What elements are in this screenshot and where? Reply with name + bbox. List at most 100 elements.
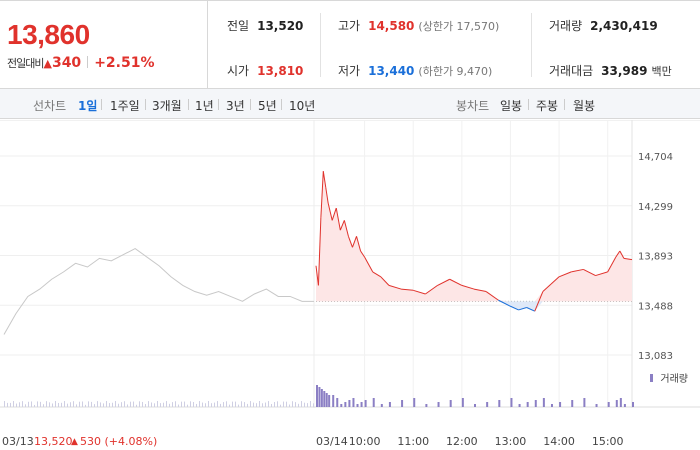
x-tick-label: 11:00 [397,435,429,448]
divider [281,99,282,110]
volume-bar [244,402,245,407]
volume-bar [115,401,116,407]
volume-bar [232,401,233,407]
volume-bar [25,404,26,407]
volume-bar [372,398,375,407]
high: 고가 14,580 (상한가 17,570) [338,17,499,34]
tab-weekly-candle[interactable]: 주봉 [536,99,559,113]
trade-value-unit: 백만 [651,65,672,78]
today-price-segment [485,291,499,301]
volume-bar [181,401,182,407]
divider [564,99,565,110]
today-price-segment [498,299,511,307]
volume-bar [130,401,131,407]
today-price-segment [619,250,625,259]
volume-bar [211,403,212,407]
x-tick-label: 10:00 [349,435,381,448]
prev-day-price-line [3,247,314,335]
volume-bar [142,401,143,407]
tab-1w[interactable]: 1주일 [110,99,140,113]
volume-bar [79,401,80,407]
volume-value: 2,430,419 [590,19,658,33]
today-price-segment [607,256,617,273]
volume-bar [615,400,618,407]
volume-bar [196,403,197,407]
volume-bar [76,404,77,407]
volume-bar [70,402,71,407]
volume-bar [253,402,254,407]
today-price-segment [449,278,463,286]
volume-bar [316,385,318,407]
change-label: 전일대비 [7,57,44,70]
volume-bar [271,403,272,407]
volume-bar [542,398,545,407]
chart-tabs-bar: 선차트 1일 1주일 3개월 1년 3년 5년 10년 봉차트 일봉 주봉 월봉 [0,89,700,119]
today-price-segment [542,283,552,292]
tab-monthly-candle[interactable]: 월봉 [573,99,596,113]
today-price-segment [473,288,487,293]
volume-bar [461,398,464,407]
volume-bar [449,400,452,407]
divider [531,13,532,77]
today-price-segment [534,291,544,312]
today-price-segment [322,171,327,188]
tab-3m[interactable]: 3개월 [152,99,182,113]
up-triangle-icon: ▲ [43,57,52,70]
volume-bar [190,401,191,407]
volume-bar [256,403,257,407]
volume-bar [184,401,185,407]
volume-bar [187,404,188,407]
high-label: 고가 [338,19,361,33]
volume-bar [73,401,74,407]
tab-5y[interactable]: 5년 [258,99,277,113]
today-price-segment [558,271,572,278]
tab-1y[interactable]: 1년 [195,99,214,113]
volume-bar [238,404,239,407]
volume: 거래량 2,430,419 [549,17,658,34]
volume-bar [67,403,68,407]
volume-bar [133,401,134,407]
tab-daily-candle[interactable]: 일봉 [500,99,523,113]
price-box: 13,860 전일대비▲340 +2.51% [0,1,208,89]
volume-bar [112,402,113,407]
today-price-segment [320,171,324,218]
volume-bar [534,400,537,407]
volume-bar [352,398,355,407]
quote-summary: 13,860 전일대비▲340 +2.51% 전일 13,520 시가 13,810 … [0,0,700,89]
today-price-segment [339,220,345,231]
volume-bar [46,401,47,407]
divider [87,56,89,68]
today-price-segment [331,207,337,221]
candle-chart-title: 봉차트 [456,99,490,113]
quote-grid: 전일 13,520 시가 13,810 고가 14,580 (상한가 17,570) 저… [209,1,700,89]
volume-bar [298,403,299,407]
today-price-segment [437,278,450,286]
volume-bar [109,403,110,407]
today-price-segment [380,276,390,286]
volume-bar [274,401,275,407]
open-value: 13,810 [257,64,304,78]
volume-bar [28,401,29,407]
low-label: 저가 [338,64,361,78]
prev-day-change-label: 530 (+4.08%) [80,435,157,448]
volume-bar [623,404,626,407]
today-price-segment [461,284,475,290]
volume-bar [262,403,263,407]
prev-close: 전일 13,520 [227,17,303,34]
volume-bar [154,403,155,407]
open-label: 시가 [227,64,250,78]
tab-3y[interactable]: 3년 [226,99,245,113]
volume-bar [583,398,586,407]
divider [188,99,189,110]
volume-bar [163,402,164,407]
volume-bar [310,401,311,407]
tab-1d[interactable]: 1일 [78,99,98,113]
volume-bar [301,401,302,407]
open: 시가 13,810 [227,62,303,79]
y-tick-label: 13,488 [638,301,673,312]
volume-bar [202,402,203,407]
tab-10y[interactable]: 10년 [289,99,316,113]
change-row: 전일대비▲340 +2.51% [7,55,155,71]
volume-bar [106,401,107,407]
